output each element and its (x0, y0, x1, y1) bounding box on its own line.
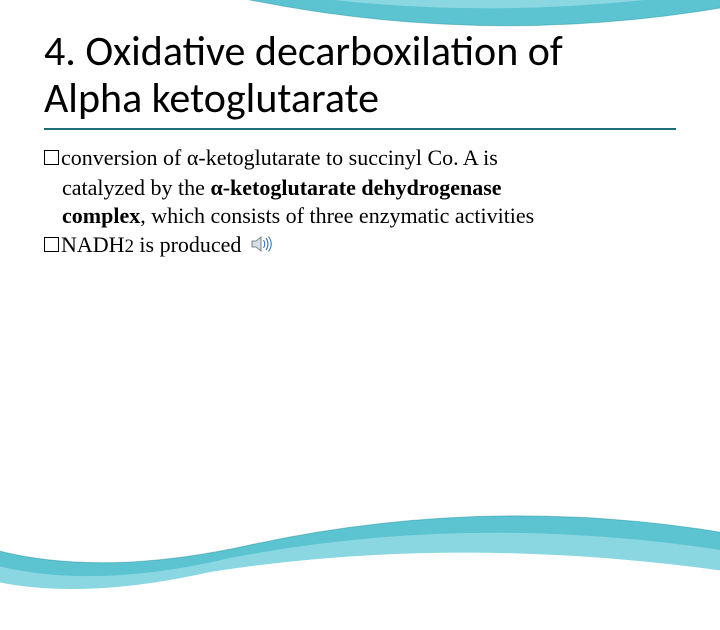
bullet-text: conversion of α-ketoglutarate to succiny… (61, 144, 676, 172)
title-line-1: 4. Oxidative decarboxilation of (44, 26, 563, 77)
title-underline (44, 128, 676, 130)
text-bold: complex (62, 203, 140, 228)
body-text: conversion of α-ketoglutarate to succiny… (44, 144, 676, 261)
text-plain: is produced (134, 232, 242, 257)
text-plain: NADH (61, 232, 125, 257)
bullet-text: NADH2 is produced (61, 231, 676, 261)
bullet-continuation: catalyzed by the α-ketoglutarate dehydro… (44, 174, 676, 202)
audio-icon[interactable] (251, 232, 273, 260)
decorative-swoosh-bottom (0, 450, 720, 630)
slide-title: 4. Oxidative decarboxilation of Alpha ke… (44, 28, 676, 122)
subscript: 2 (125, 236, 134, 257)
bullet-marker (44, 237, 59, 252)
title-line-2: Alpha ketoglutarate (44, 73, 379, 124)
text-plain: , which consists of three enzymatic acti… (140, 203, 534, 228)
text-plain: catalyzed by the (62, 175, 210, 200)
bullet-continuation: complex, which consists of three enzymat… (44, 202, 676, 230)
bullet-item: NADH2 is produced (44, 231, 676, 261)
bullet-marker (44, 150, 59, 165)
bullet-item: conversion of α-ketoglutarate to succiny… (44, 144, 676, 172)
slide-content: 4. Oxidative decarboxilation of Alpha ke… (0, 0, 720, 261)
text-bold: α-ketoglutarate dehydrogenase (210, 175, 501, 200)
